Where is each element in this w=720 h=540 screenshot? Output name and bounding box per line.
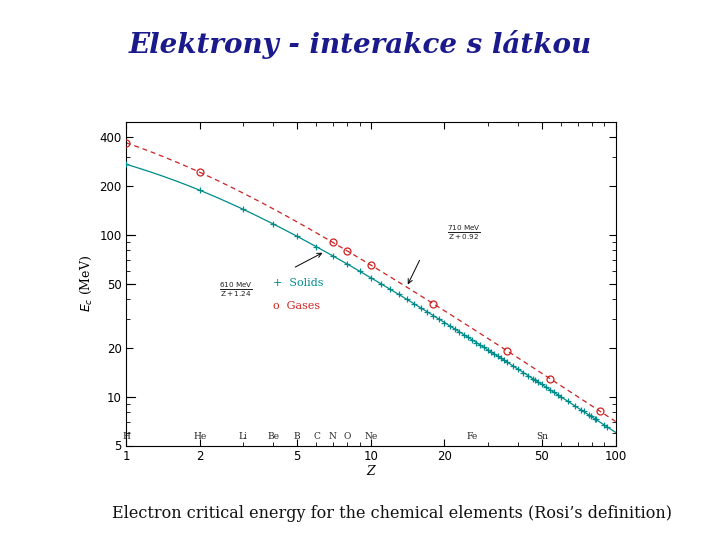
Text: Electron critical energy for the chemical elements (Rosi’s definition): Electron critical energy for the chemica… <box>112 505 672 522</box>
Text: Ne: Ne <box>364 432 377 441</box>
Y-axis label: $E_c$ (MeV): $E_c$ (MeV) <box>78 255 94 312</box>
Text: $\frac{710\ \rm{MeV}}{Z+0.92}$: $\frac{710\ \rm{MeV}}{Z+0.92}$ <box>447 224 481 242</box>
Text: Li: Li <box>238 432 247 441</box>
Text: H: H <box>122 432 130 441</box>
Text: $\frac{610\ \rm{MeV}}{Z+1.24}$: $\frac{610\ \rm{MeV}}{Z+1.24}$ <box>218 281 253 299</box>
Text: Sn: Sn <box>536 432 548 441</box>
Text: B: B <box>294 432 300 441</box>
Text: Be: Be <box>267 432 279 441</box>
Text: N: N <box>329 432 337 441</box>
Text: C: C <box>313 432 320 441</box>
Text: Fe: Fe <box>467 432 478 441</box>
Text: o  Gases: o Gases <box>273 301 320 311</box>
Text: O: O <box>343 432 351 441</box>
Text: Elektrony - interakce s látkou: Elektrony - interakce s látkou <box>128 30 592 59</box>
Text: +  Solids: + Solids <box>273 279 323 288</box>
Text: He: He <box>193 432 207 441</box>
X-axis label: Z: Z <box>366 465 375 478</box>
